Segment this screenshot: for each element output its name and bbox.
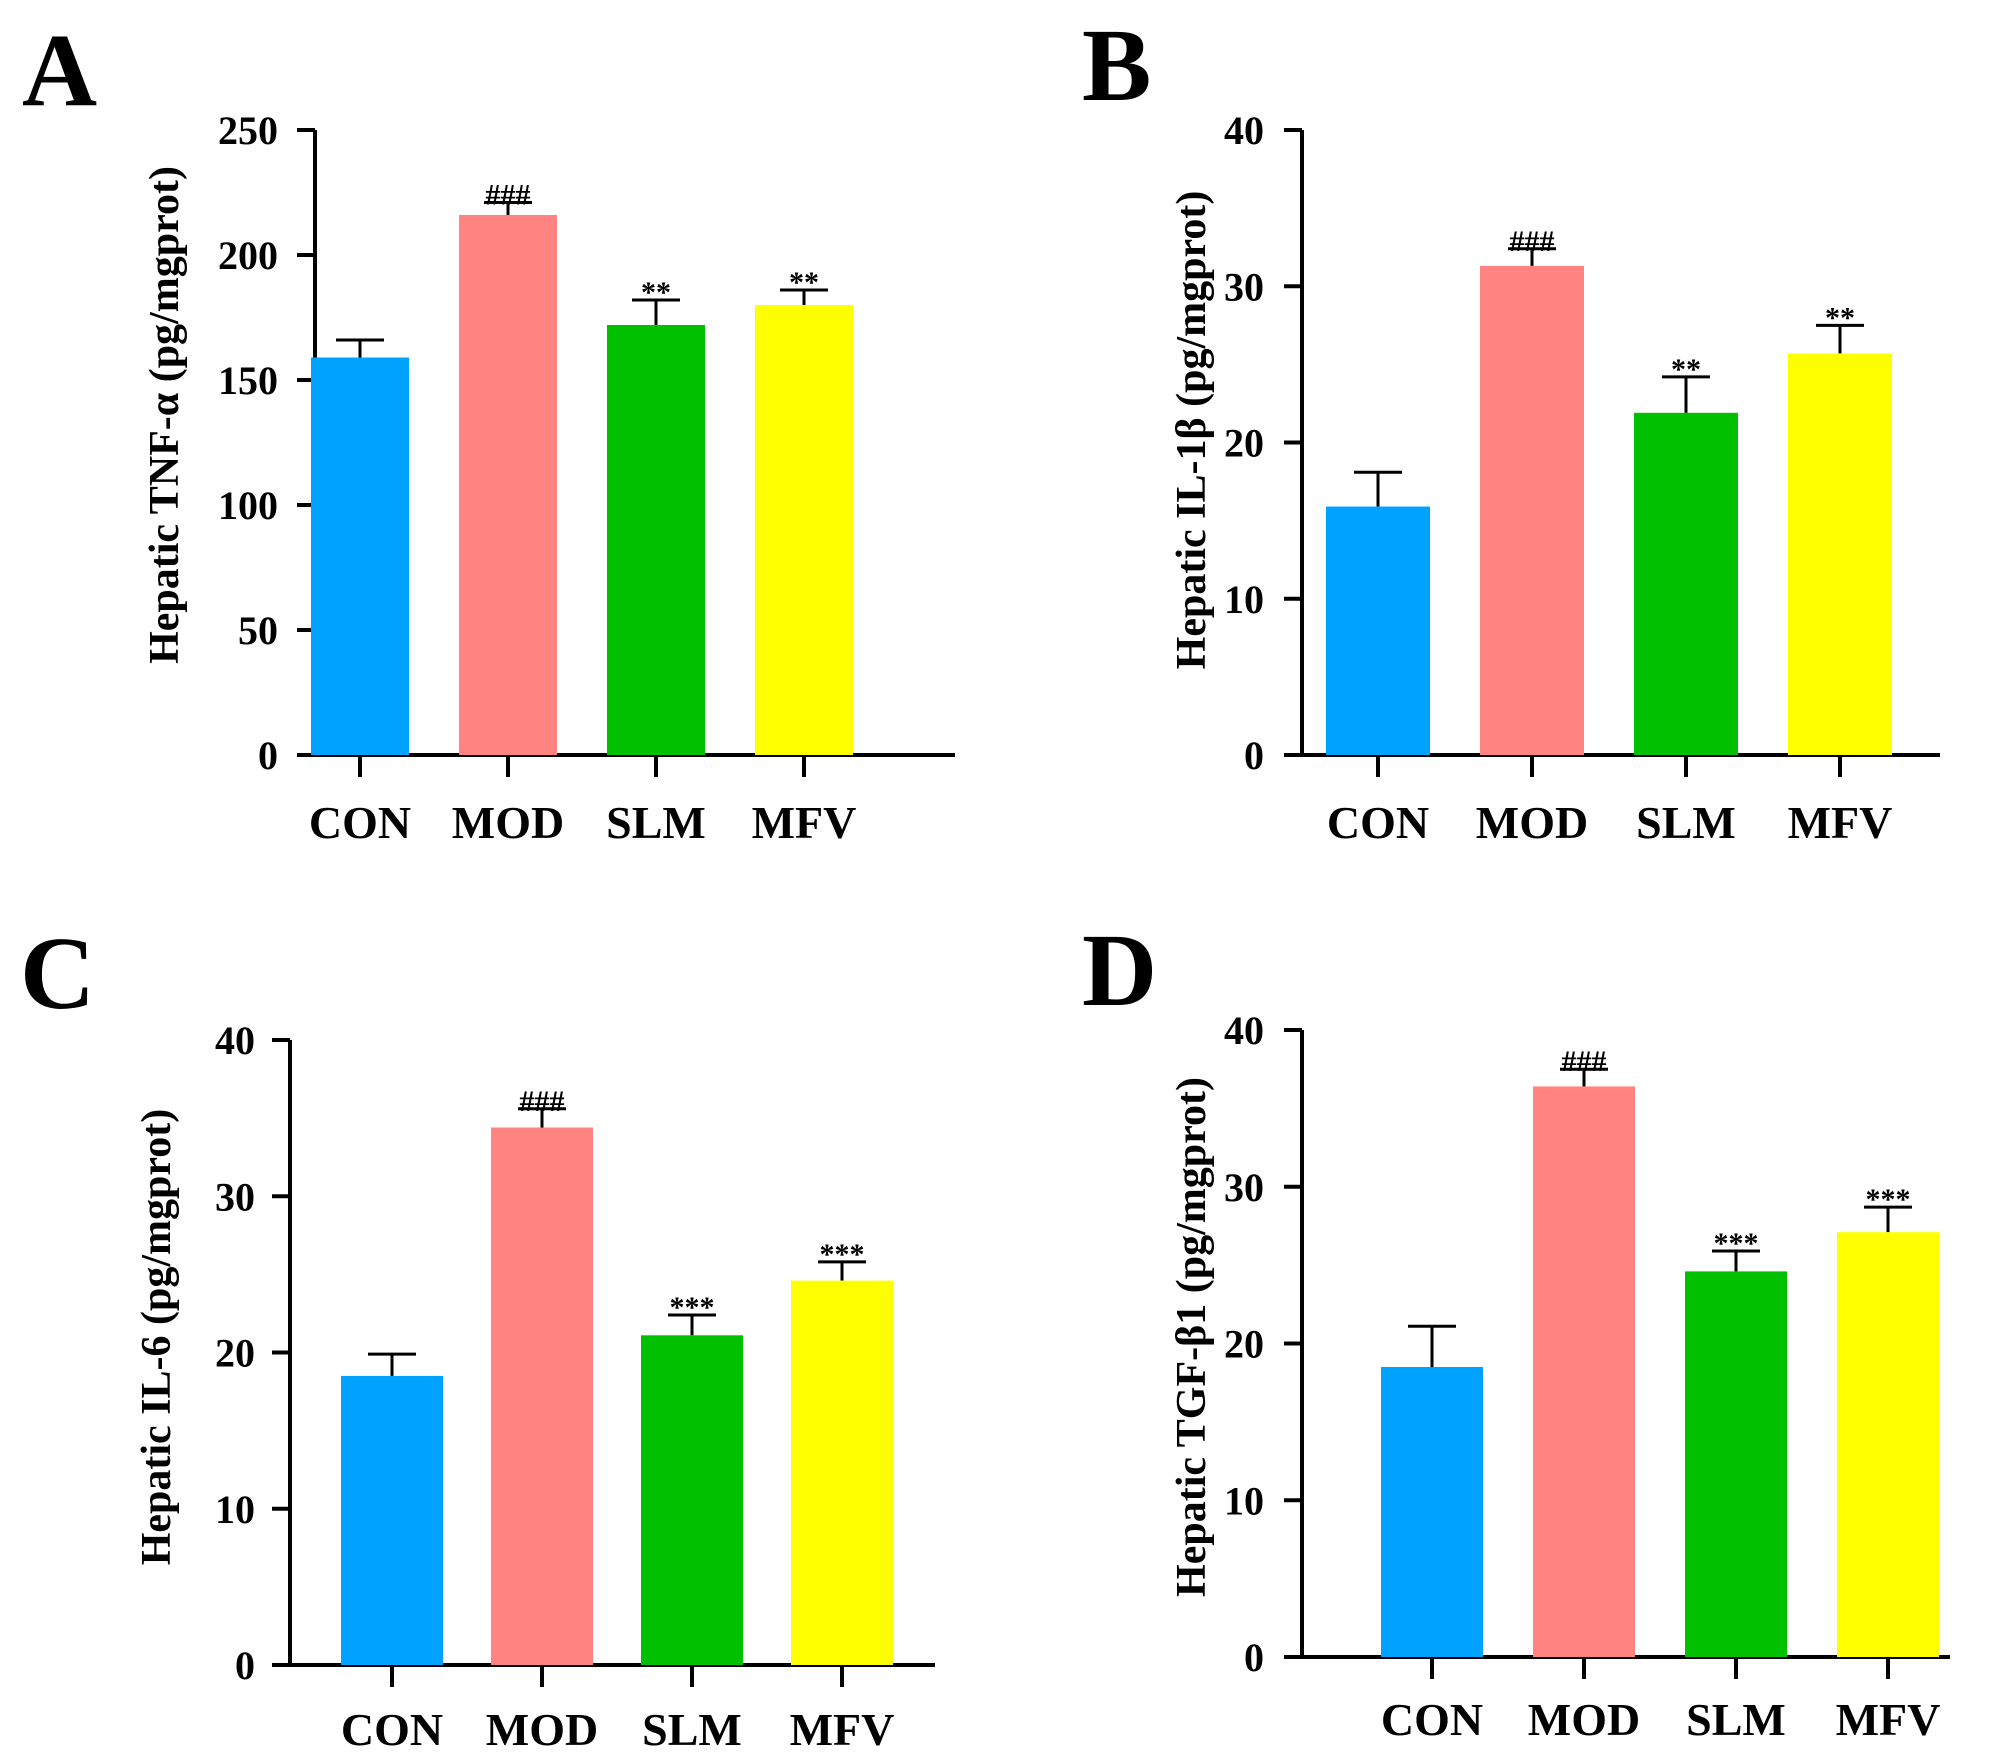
significance-label: ** [1825, 301, 1855, 334]
significance-label: ** [1671, 353, 1701, 386]
bar-mfv [791, 1280, 893, 1665]
bar-slm [607, 325, 705, 755]
y-tick-label: 20 [1224, 1322, 1264, 1367]
panel-letter: B [1082, 8, 1151, 123]
panel-letter: A [22, 13, 97, 128]
y-axis-title: Hepatic IL-1β (pg/mgprot) [1169, 191, 1215, 670]
y-tick-label: 0 [1244, 1635, 1264, 1680]
category-label: MOD [452, 797, 564, 848]
panel-c: C Hepatic IL-6 (pg/mgprot) 0 10 20 30 40 CON M… [20, 916, 935, 1755]
panel-letter: D [1082, 913, 1157, 1028]
category-label: MFV [752, 797, 857, 848]
bar-slm [1634, 412, 1738, 755]
y-tick-label: 40 [1224, 108, 1264, 153]
bar-mfv [755, 305, 853, 755]
category-label: SLM [1686, 1694, 1786, 1745]
bar-con [1326, 506, 1430, 755]
category-label: MOD [1476, 797, 1588, 848]
category-label: SLM [642, 1704, 742, 1755]
plot-area: 0 10 20 30 40 CON MOD ### SLM *** MFV *** [215, 1018, 935, 1755]
significance-label: *** [1714, 1227, 1759, 1260]
y-tick-label: 30 [1224, 1165, 1264, 1210]
bar-mfv [1837, 1232, 1939, 1657]
significance-label: *** [820, 1238, 865, 1271]
significance-label: *** [670, 1291, 715, 1324]
category-label: MOD [486, 1704, 598, 1755]
category-label: MFV [790, 1704, 895, 1755]
bar-mod [1533, 1086, 1635, 1657]
y-tick-label: 30 [1224, 264, 1264, 309]
category-label: CON [309, 797, 411, 848]
y-tick-label: 10 [1224, 577, 1264, 622]
y-tick-label: 150 [218, 358, 278, 403]
significance-label: ### [486, 179, 531, 212]
y-axis-title: Hepatic TGF-β1 (pg/mgprot) [1169, 1077, 1215, 1597]
y-tick-label: 40 [1224, 1008, 1264, 1053]
y-tick-label: 0 [235, 1643, 255, 1688]
bar-con [341, 1375, 443, 1665]
category-label: CON [341, 1704, 443, 1755]
plot-area: 0 50 100 150 200 250 CON MOD ### SLM ** MFV ** [218, 108, 955, 848]
y-tick-label: 40 [215, 1018, 255, 1063]
y-tick-label: 200 [218, 233, 278, 278]
bar-slm [641, 1335, 743, 1665]
category-label: MOD [1528, 1694, 1640, 1745]
bar-mfv [1788, 353, 1892, 755]
category-label: MFV [1836, 1694, 1941, 1745]
y-tick-label: 30 [215, 1174, 255, 1219]
panel-a: A Hepatic TNF-α (pg/mgprot) 0 50 100 150 200… [22, 13, 955, 848]
plot-area: 0 10 20 30 40 CON MOD ### SLM *** MFV *** [1224, 1008, 1950, 1745]
bar-mod [459, 215, 557, 755]
panel-letter: C [20, 916, 95, 1031]
y-tick-label: 10 [1224, 1478, 1264, 1523]
y-axis-title: Hepatic IL-6 (pg/mgprot) [134, 1109, 180, 1566]
significance-label: *** [1866, 1183, 1911, 1216]
category-label: CON [1327, 797, 1429, 848]
bar-con [1381, 1367, 1483, 1657]
category-label: CON [1381, 1694, 1483, 1745]
category-label: SLM [606, 797, 706, 848]
panel-b: B Hepatic IL-1β (pg/mgprot) 0 10 20 30 40 CON… [1082, 8, 1940, 848]
category-label: SLM [1636, 797, 1736, 848]
panel-d: D Hepatic TGF-β1 (pg/mgprot) 0 10 20 30 40 CO… [1082, 913, 1950, 1745]
y-tick-label: 20 [215, 1331, 255, 1376]
bar-con [311, 357, 409, 755]
y-tick-label: 100 [218, 483, 278, 528]
y-tick-label: 0 [1244, 733, 1264, 778]
significance-label: ### [1510, 225, 1555, 258]
y-tick-label: 0 [258, 733, 278, 778]
y-tick-label: 50 [238, 608, 278, 653]
y-tick-label: 250 [218, 108, 278, 153]
significance-label: ** [789, 266, 819, 299]
plot-area: 0 10 20 30 40 CON MOD ### SLM ** MFV ** [1224, 108, 1940, 848]
y-tick-label: 20 [1224, 421, 1264, 466]
significance-label: ### [520, 1085, 565, 1118]
y-tick-label: 10 [215, 1487, 255, 1532]
y-axis-title: Hepatic TNF-α (pg/mgprot) [142, 166, 188, 664]
significance-label: ### [1562, 1045, 1607, 1078]
bar-slm [1685, 1271, 1787, 1657]
significance-label: ** [641, 276, 671, 309]
category-label: MFV [1788, 797, 1893, 848]
bar-mod [491, 1127, 593, 1665]
bar-mod [1480, 265, 1584, 755]
